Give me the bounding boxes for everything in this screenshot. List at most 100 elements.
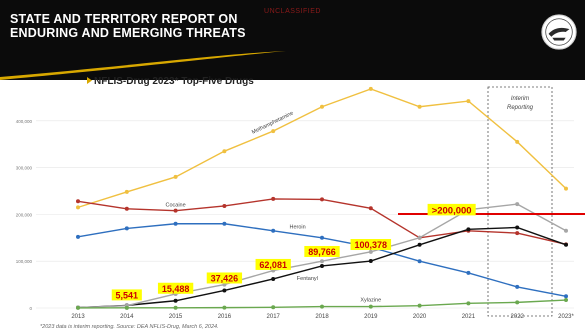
data-point [417, 259, 422, 264]
data-point [222, 149, 227, 154]
data-point [515, 231, 520, 236]
callout-label: 100,378 [355, 240, 388, 250]
series-label: Cocaine [166, 203, 186, 209]
y-tick-label: 0 [29, 306, 32, 311]
data-point [368, 259, 373, 264]
data-point [515, 300, 520, 305]
series-label: Heroin [289, 224, 305, 230]
y-tick-label: 300,000 [16, 166, 33, 171]
callout-label: 15,488 [162, 284, 190, 294]
data-point [320, 259, 324, 264]
data-point [222, 203, 227, 208]
y-tick-label: 400,000 [16, 119, 33, 124]
data-point [271, 276, 276, 281]
data-point [417, 104, 422, 109]
data-point [368, 249, 373, 254]
series-lines [76, 86, 568, 310]
data-point [76, 305, 80, 310]
x-tick-label: 2014 [120, 314, 134, 320]
footnote: *2023 data is interim reporting. Source:… [40, 324, 219, 330]
header-bar: STATE AND TERRITORY REPORT ON ENDURING A… [0, 0, 585, 80]
y-tick-label: 200,000 [16, 212, 33, 217]
data-point [271, 196, 276, 201]
callout-highlight [157, 282, 194, 294]
data-point [320, 235, 324, 240]
data-point [417, 242, 422, 247]
callout-label: 62,081 [259, 260, 287, 270]
header-swoosh [0, 51, 286, 80]
interim-reporting-label-line-1: Interim [511, 96, 529, 102]
x-tick-label: 2023* [558, 314, 574, 320]
callout-highlight [111, 289, 142, 301]
callout-highlight [350, 239, 392, 251]
data-point [222, 288, 227, 293]
data-point [466, 99, 471, 104]
fentanyl-callouts: 5,541 15,488 37,426 62,081 89,766 100,378 >200… [111, 203, 476, 301]
data-point [466, 227, 471, 232]
data-point [515, 225, 520, 230]
data-point [173, 298, 178, 303]
data-point [271, 129, 276, 134]
data-point [466, 301, 471, 306]
data-point [222, 305, 227, 310]
data-point [222, 282, 227, 287]
data-point [76, 234, 80, 239]
data-point [124, 305, 129, 310]
callout-label: >200,000 [432, 205, 472, 216]
data-point [564, 242, 568, 247]
data-point [417, 303, 422, 308]
x-tick-label: 2013 [71, 314, 85, 320]
x-tick-label: 2015 [169, 314, 183, 320]
series-labels: MethamphetamineCocaineHeroinFentanylXyla… [166, 110, 382, 303]
data-point [368, 304, 373, 309]
x-tick-label: 2021 [462, 314, 476, 320]
data-point [320, 304, 324, 309]
series-label: Xylazine [360, 298, 381, 304]
data-point [564, 228, 568, 233]
data-point [173, 208, 178, 213]
x-tick-label: 2020 [413, 314, 427, 320]
data-point [173, 174, 178, 179]
chart-title: NFLIS-Drug 2023* Top-Five Drugs [94, 76, 254, 87]
data-point [124, 226, 129, 231]
callout-highlight [206, 272, 243, 284]
data-point [564, 186, 568, 191]
data-point [173, 221, 178, 226]
classification-marking: UNCLASSIFIED [264, 8, 321, 15]
data-point [368, 206, 373, 211]
data-point [466, 270, 471, 275]
callout-highlight [427, 203, 476, 216]
y-axis-ticks: 0 100,000 200,000 300,000 400,000 [16, 119, 33, 311]
data-point [564, 298, 568, 303]
data-point [271, 305, 276, 310]
data-point [515, 202, 520, 207]
data-point [368, 86, 373, 91]
report-title-line-2: ENDURING AND EMERGING THREATS [10, 26, 246, 40]
y-tick-label: 100,000 [16, 259, 33, 264]
callout-highlight [304, 245, 340, 257]
callout-highlight [255, 258, 291, 270]
data-point [222, 221, 227, 226]
data-point [320, 263, 324, 268]
data-point [564, 294, 568, 299]
interim-reporting-box [487, 86, 553, 317]
series-label: Fentanyl [297, 276, 318, 282]
callout-label: 5,541 [116, 290, 139, 300]
x-tick-label: 2019 [364, 314, 378, 320]
report-title-line-1: STATE AND TERRITORY REPORT ON [10, 12, 238, 26]
data-point [76, 199, 80, 204]
data-point [124, 206, 129, 211]
gold-chevron-icon [87, 77, 92, 84]
data-point [173, 305, 178, 310]
data-point [124, 189, 129, 194]
data-point [320, 104, 324, 109]
dea-seal-icon [541, 14, 577, 50]
x-tick-label: 2022 [511, 314, 525, 320]
x-tick-label: 2017 [267, 314, 281, 320]
interim-reporting-label-line-2: Reporting [507, 105, 534, 111]
callout-label: 37,426 [211, 273, 239, 283]
x-tick-label: 2016 [218, 314, 232, 320]
callout-label: 89,766 [308, 247, 336, 257]
